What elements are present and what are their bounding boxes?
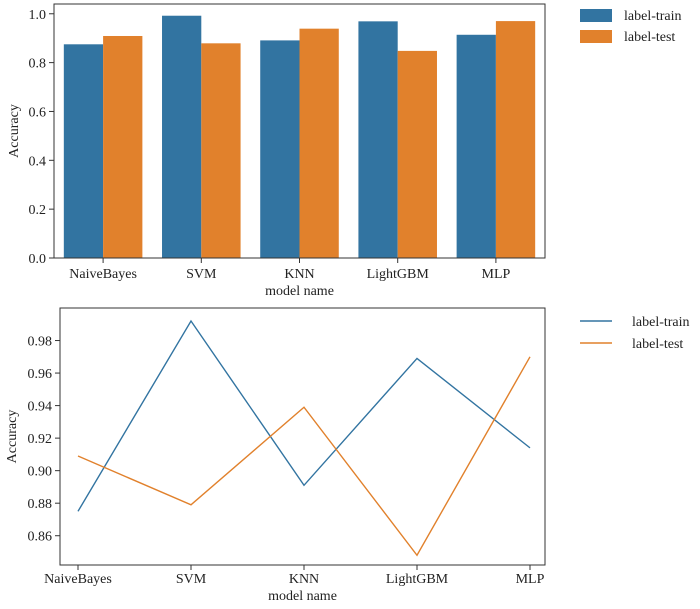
series-line-label-test xyxy=(77,356,531,557)
x-tick-label: MLP xyxy=(516,572,545,587)
legend-swatch-label-test xyxy=(580,30,612,43)
x-tick-label: NaiveBayes xyxy=(69,267,137,282)
y-tick-label: 0.96 xyxy=(28,367,53,382)
plot-frame xyxy=(59,307,546,566)
x-tick-label: NaiveBayes xyxy=(44,572,112,587)
y-tick-label: 0.8 xyxy=(29,57,47,72)
x-tick-label: KNN xyxy=(289,572,319,587)
y-tick-label: 0.2 xyxy=(29,203,47,218)
y-axis-label: Accuracy xyxy=(5,410,20,464)
y-tick-label: 0.90 xyxy=(28,465,53,480)
bar-label-train-NaiveBayes xyxy=(63,44,104,258)
bar-label-test-LightGBM xyxy=(397,50,437,259)
bar-label-train-LightGBM xyxy=(358,21,398,258)
bar-label-train-MLP xyxy=(456,34,496,259)
bar-label-train-SVM xyxy=(162,15,202,258)
line-chart: 0.86 0.88 0.90 0.92 0.94 0.96 0.98 NaiveBayes SV… xyxy=(5,307,690,604)
y-axis-label: Accuracy xyxy=(7,104,22,158)
x-tick-label: SVM xyxy=(186,267,217,282)
series-line-label-train xyxy=(77,319,531,512)
bar-label-test-MLP xyxy=(495,21,536,258)
legend-label-label-test: label-test xyxy=(632,337,683,352)
y-tick-label: 0.86 xyxy=(28,530,53,545)
y-tick-label: 0.0 xyxy=(29,252,47,267)
x-axis-label: model name xyxy=(268,589,337,604)
bar-label-train-KNN xyxy=(260,40,300,259)
legend-label-label-train: label-train xyxy=(624,9,682,24)
y-tick-label: 0.88 xyxy=(28,497,53,512)
y-tick-label: 1.0 xyxy=(29,8,47,23)
y-tick-label: 0.94 xyxy=(28,400,53,415)
y-tick-label: 0.98 xyxy=(28,335,53,350)
x-tick-label: LightGBM xyxy=(386,572,449,587)
legend-swatch-label-train xyxy=(580,9,612,22)
bar-label-test-NaiveBayes xyxy=(103,35,143,258)
x-axis-label: model name xyxy=(265,284,334,299)
y-tick-label: 0.4 xyxy=(29,154,47,169)
x-tick-label: KNN xyxy=(284,267,314,282)
x-tick-label: SVM xyxy=(176,572,207,587)
y-tick-label: 0.6 xyxy=(29,105,47,120)
legend-label-label-test: label-test xyxy=(624,30,675,45)
x-tick-label: LightGBM xyxy=(367,267,430,282)
bar-label-test-KNN xyxy=(299,28,339,258)
y-tick-label: 0.92 xyxy=(28,432,53,447)
x-tick-label: MLP xyxy=(482,267,511,282)
bar-label-test-SVM xyxy=(201,43,241,259)
bar-chart: 0.0 0.2 0.4 0.6 0.8 1.0 NaiveBayes SVM KNN LightG… xyxy=(7,3,682,299)
legend-label-label-train: label-train xyxy=(632,315,690,330)
